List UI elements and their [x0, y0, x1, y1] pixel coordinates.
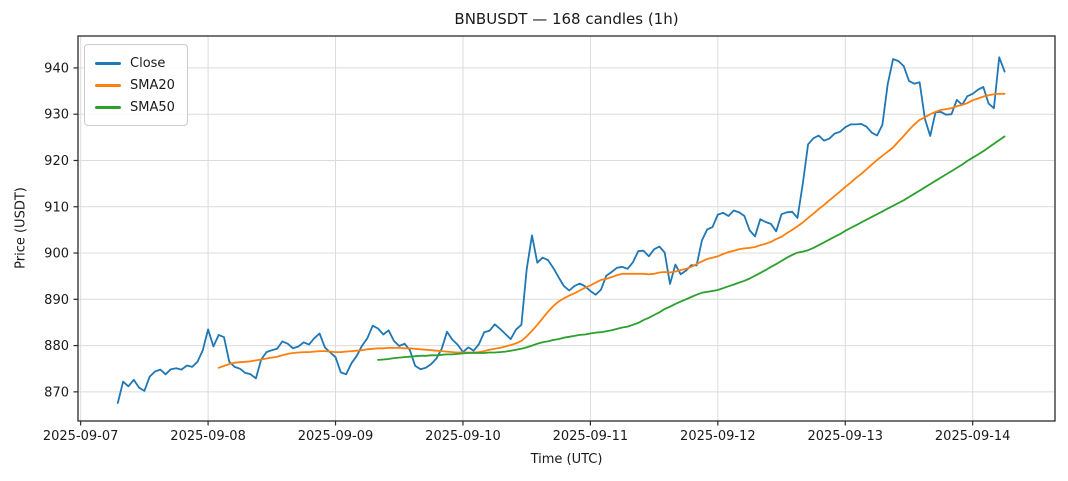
legend-label: SMA20	[130, 77, 175, 93]
y-tick-label: 890	[44, 293, 69, 308]
y-axis-label: Price (USDT)	[13, 187, 29, 269]
y-tick-label: 940	[44, 61, 69, 76]
sma20-line-swatch-icon	[95, 83, 121, 87]
legend-item-close: Close	[95, 52, 175, 74]
series-line-sma50	[377, 135, 1006, 361]
x-tick-label: 2025-09-14	[935, 429, 1011, 444]
x-tick-label: 2025-09-07	[43, 429, 119, 444]
y-tick-label: 870	[44, 385, 69, 400]
legend-item-sma50: SMA50	[95, 96, 175, 118]
y-tick-label: 880	[44, 339, 69, 354]
legend-label: SMA50	[130, 99, 175, 115]
y-tick-label: 900	[44, 247, 69, 262]
chart-title: BNBUSDT — 168 candles (1h)	[454, 10, 679, 28]
sma50-line-swatch-icon	[95, 105, 121, 109]
series-line-sma20	[217, 92, 1006, 369]
x-tick-label: 2025-09-12	[680, 429, 756, 444]
x-tick-label: 2025-09-09	[298, 429, 374, 444]
x-axis-label: Time (UTC)	[530, 452, 603, 467]
close-line-swatch-icon	[95, 61, 121, 65]
x-tick-label: 2025-09-10	[425, 429, 501, 444]
series-line-close	[116, 56, 1006, 404]
y-tick-label: 920	[44, 154, 69, 169]
legend-label: Close	[130, 55, 166, 71]
y-tick-label: 930	[44, 108, 69, 123]
y-tick-label: 910	[44, 200, 69, 215]
x-tick-label: 2025-09-08	[170, 429, 246, 444]
axes-spines	[77, 35, 1056, 422]
x-tick-label: 2025-09-13	[807, 429, 883, 444]
legend: Close SMA20 SMA50	[84, 44, 188, 126]
x-tick-label: 2025-09-11	[553, 429, 629, 444]
legend-item-sma20: SMA20	[95, 74, 175, 96]
